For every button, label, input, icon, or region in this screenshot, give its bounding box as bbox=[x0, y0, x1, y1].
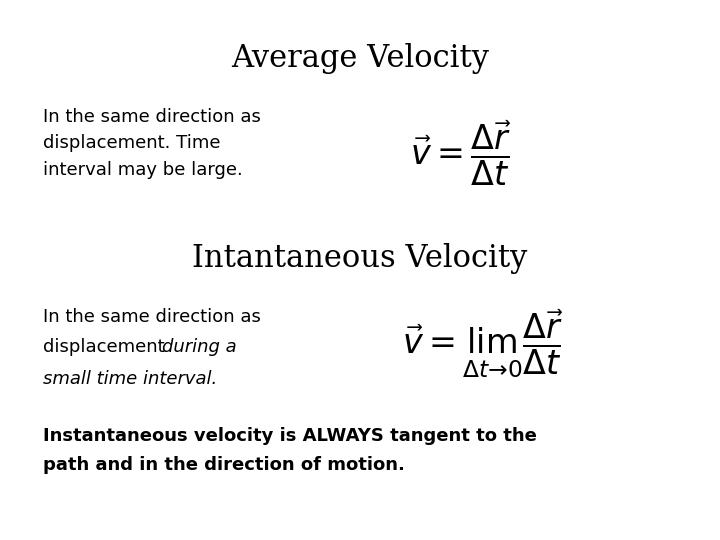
Text: path and in the direction of motion.: path and in the direction of motion. bbox=[43, 456, 405, 474]
Text: $\vec{v} = \lim_{\Delta t \to 0} \dfrac{\Delta\vec{r}}{\Delta t}$: $\vec{v} = \lim_{\Delta t \to 0} \dfrac{… bbox=[402, 308, 563, 380]
Text: $\vec{v} = \dfrac{\Delta\vec{r}}{\Delta t}$: $\vec{v} = \dfrac{\Delta\vec{r}}{\Delta … bbox=[410, 119, 512, 188]
Text: during a: during a bbox=[162, 338, 237, 355]
Text: In the same direction as: In the same direction as bbox=[43, 308, 261, 326]
Text: In the same direction as
displacement. Time
interval may be large.: In the same direction as displacement. T… bbox=[43, 108, 261, 179]
Text: Intantaneous Velocity: Intantaneous Velocity bbox=[192, 243, 528, 274]
Text: Instantaneous velocity is ALWAYS tangent to the: Instantaneous velocity is ALWAYS tangent… bbox=[43, 427, 537, 444]
Text: small time interval.: small time interval. bbox=[43, 370, 217, 388]
Text: Average Velocity: Average Velocity bbox=[231, 43, 489, 74]
Text: displacement: displacement bbox=[43, 338, 171, 355]
